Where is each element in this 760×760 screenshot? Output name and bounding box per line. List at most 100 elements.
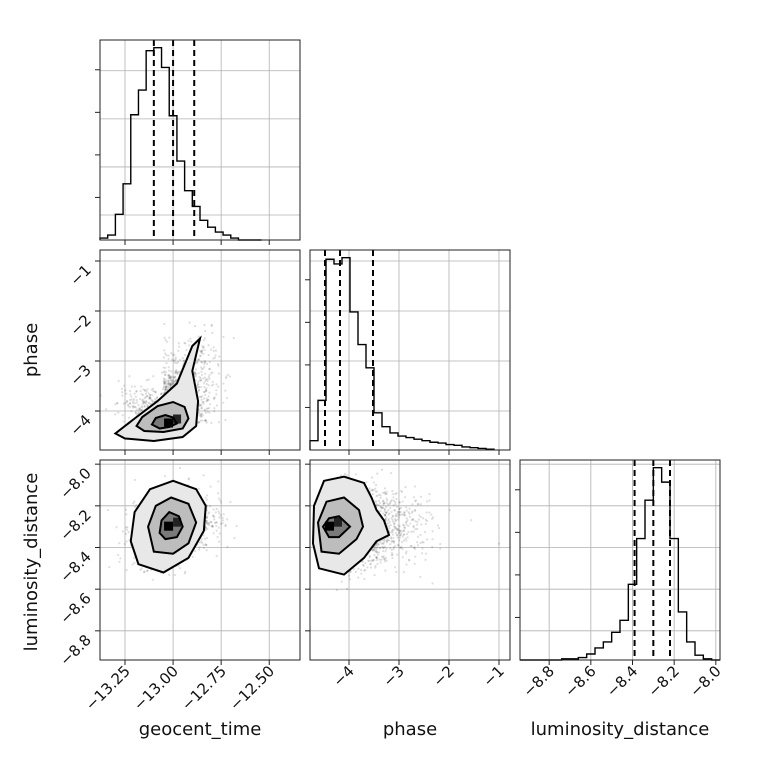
sample-point	[129, 399, 132, 402]
sample-point	[386, 538, 389, 541]
sample-point	[343, 472, 347, 476]
sample-point	[416, 535, 420, 538]
sample-point	[386, 502, 389, 505]
sample-point	[203, 337, 207, 340]
sample-point	[167, 354, 170, 357]
sample-point	[380, 542, 383, 545]
density-peak-cell	[325, 521, 334, 531]
x-tick-label-luminosity-distance: −8.8	[520, 662, 558, 700]
sample-point	[407, 558, 411, 561]
sample-point	[143, 570, 146, 573]
sample-point	[369, 490, 372, 493]
sample-point	[387, 513, 390, 516]
sample-point	[124, 389, 127, 392]
sample-point	[144, 389, 147, 392]
sample-point	[171, 383, 174, 386]
sample-point	[222, 401, 225, 404]
sample-point	[198, 404, 201, 407]
sample-point	[174, 376, 177, 379]
sample-point	[411, 510, 414, 513]
sample-point	[174, 358, 177, 361]
sample-point	[198, 414, 201, 417]
sample-point	[382, 546, 385, 549]
sample-point	[197, 548, 201, 551]
sample-point	[205, 387, 208, 390]
sample-point	[198, 358, 201, 361]
sample-point	[177, 342, 180, 345]
sample-point	[202, 338, 205, 342]
sample-point	[211, 380, 214, 383]
sample-point	[162, 380, 165, 383]
sample-point	[391, 556, 394, 560]
sample-point	[392, 541, 396, 544]
sample-point	[219, 499, 222, 502]
sample-point	[209, 403, 212, 406]
sample-point	[205, 516, 208, 520]
sample-point	[391, 515, 394, 518]
sample-point	[202, 352, 205, 356]
sample-point	[174, 378, 177, 381]
sample-point	[198, 395, 201, 398]
sample-point	[402, 533, 405, 536]
sample-point	[403, 511, 406, 514]
sample-point	[168, 382, 171, 385]
sample-point	[156, 396, 159, 399]
sample-point	[431, 538, 434, 541]
sample-point	[135, 390, 138, 393]
sample-point	[377, 499, 381, 502]
sample-point	[385, 547, 388, 551]
sample-point	[214, 521, 217, 525]
sample-point	[145, 394, 149, 398]
sample-point	[417, 518, 421, 521]
sample-point	[118, 542, 121, 545]
sample-point	[218, 512, 221, 515]
sample-point	[163, 381, 166, 384]
sample-point	[131, 404, 134, 408]
sample-point	[166, 385, 170, 389]
sample-point	[382, 549, 385, 553]
sample-point	[215, 521, 218, 524]
sample-point	[207, 398, 210, 402]
sample-point	[392, 546, 395, 549]
sample-point	[137, 403, 140, 407]
sample-point	[149, 397, 152, 400]
axis-labels: geocent_time phase luminosity_distance p…	[21, 323, 709, 740]
sample-point	[198, 421, 201, 424]
sample-point	[395, 497, 398, 501]
sample-point	[222, 382, 225, 385]
sample-point	[371, 493, 374, 496]
sample-point	[198, 541, 201, 544]
sample-point	[132, 400, 135, 403]
sample-point	[202, 367, 205, 370]
sample-point	[206, 527, 209, 530]
sample-point	[146, 388, 149, 391]
sample-point	[385, 559, 388, 562]
sample-point	[437, 526, 441, 530]
sample-point	[175, 370, 178, 373]
x-tick-label-phase: −3	[379, 662, 407, 690]
sample-point	[115, 402, 119, 405]
sample-point	[168, 376, 171, 380]
sample-point	[379, 496, 382, 500]
sample-point	[206, 410, 209, 413]
sample-point	[385, 541, 388, 544]
sample-point	[394, 519, 398, 522]
sample-point	[171, 378, 174, 381]
sample-point	[209, 348, 213, 351]
sample-point	[114, 413, 117, 416]
sample-point	[375, 555, 378, 558]
sample-point	[165, 354, 168, 357]
sample-point	[123, 543, 126, 546]
sample-point	[206, 494, 209, 497]
sample-point	[397, 514, 400, 517]
sample-point	[166, 381, 169, 384]
sample-point	[402, 529, 405, 532]
sample-point	[405, 506, 408, 509]
sample-point	[211, 525, 215, 528]
sample-point	[383, 491, 386, 494]
sample-point	[377, 503, 380, 506]
sample-point	[372, 548, 375, 551]
sample-point	[205, 519, 208, 523]
sample-point	[200, 368, 203, 371]
sample-point	[147, 392, 151, 395]
